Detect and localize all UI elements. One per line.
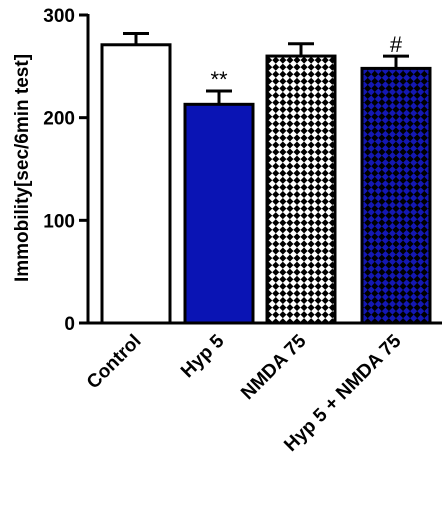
y-tick-label: 0 — [64, 314, 75, 335]
y-axis-title: Immobility[sec/6min test] — [12, 54, 33, 282]
bar-nmda-75 — [265, 54, 337, 325]
y-tick-label: 200 — [43, 109, 75, 130]
significance-marker: ** — [210, 67, 228, 92]
x-category-label: Control — [83, 331, 146, 394]
x-category-label: NMDA 75 — [237, 330, 311, 404]
x-category-label: Hyp 5 — [177, 330, 229, 382]
y-tick-label: 300 — [43, 6, 75, 27]
bar-control — [100, 43, 172, 325]
bar-hyp-5-nmda-75 — [360, 66, 432, 325]
y-tick-label: 100 — [43, 211, 75, 232]
bars: ** # — [100, 31, 432, 325]
bar-hyp-5 — [183, 102, 255, 325]
significance-marker: # — [390, 32, 403, 57]
